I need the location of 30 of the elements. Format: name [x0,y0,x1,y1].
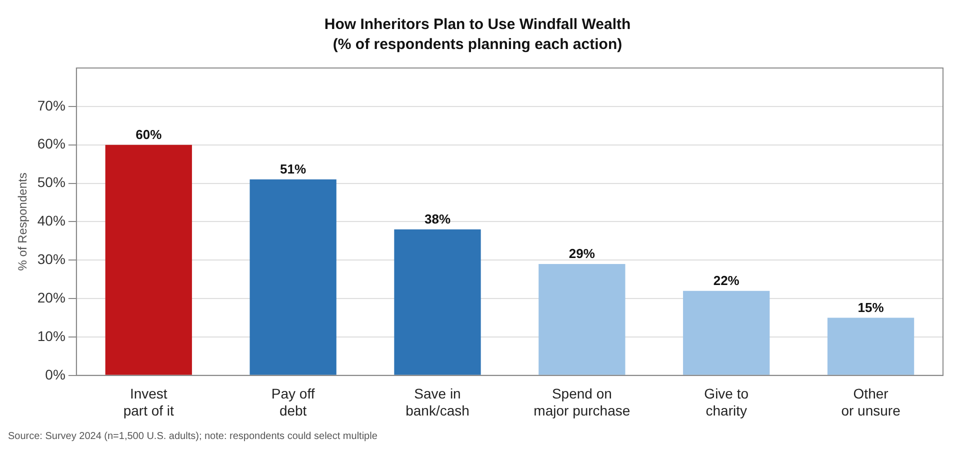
y-tick-label: 20% [37,289,66,306]
bar [394,229,481,375]
data-label: 51% [280,162,307,177]
x-tick-label: Save in bank/cash [406,386,470,418]
data-label: 29% [568,246,596,262]
y-tick-label: 0% [45,366,66,382]
data-label: 60% [136,126,162,142]
bar [683,290,770,375]
y-tick-label: 50% [37,174,66,190]
bar [827,318,914,375]
y-tick-label: 40% [37,212,66,229]
y-tick-label: 10% [37,328,66,344]
bar [105,144,192,375]
bar [538,264,626,375]
y-tick-label: 60% [37,136,66,152]
bar [250,179,336,375]
data-label: 38% [424,211,451,226]
y-tick-label: 70% [37,97,66,114]
x-tick-label: Give to charity [704,386,749,418]
y-tick-label: 30% [37,250,66,267]
source-note: Source: Survey 2024 (n=1,500 U.S. adults); note: respondents could select multiple [8,431,378,442]
chart-title: How Inheritors Plan to Use Windfall Wealth [324,16,631,34]
x-tick-label: Spend on major purchase [534,386,630,418]
chart-subtitle: (% of respondents planning each action) [332,36,622,54]
data-label: 15% [858,300,884,315]
data-label: 22% [713,272,740,288]
x-tick-label: Other or unsure [841,386,901,418]
x-tick-label: Invest part of it [123,386,174,418]
x-tick-label: Pay off debt [271,386,315,418]
y-axis-title: % of Respondents [16,172,30,271]
